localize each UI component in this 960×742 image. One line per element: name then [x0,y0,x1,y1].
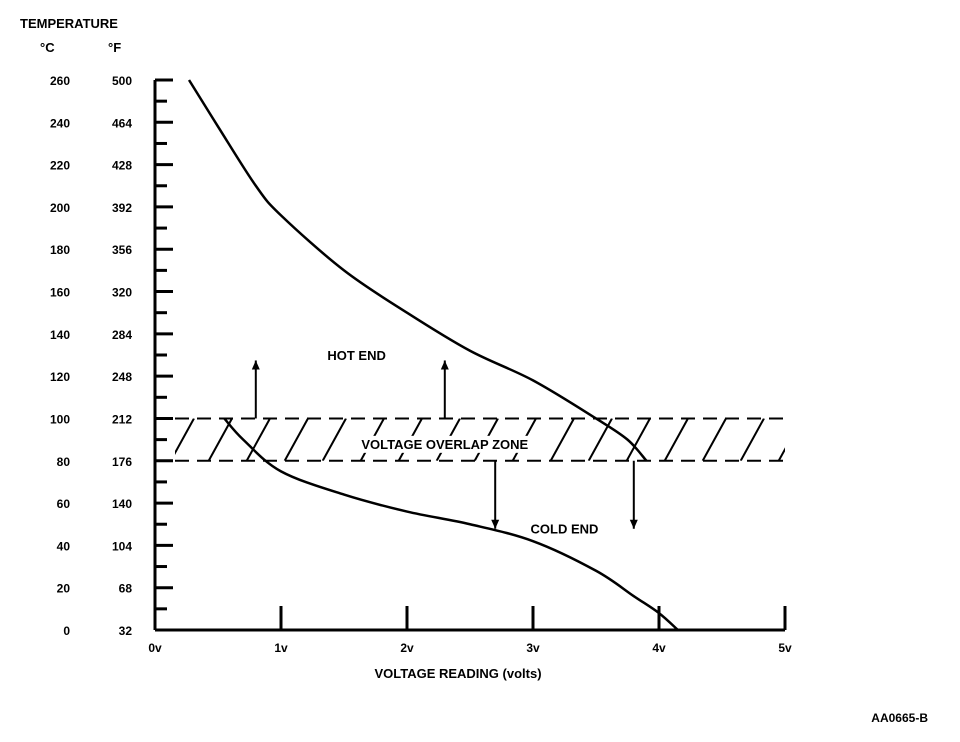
hatch-line [283,418,309,461]
cold-arrow-right-head [629,519,638,529]
annotation-cold-end: COLD END [531,521,599,536]
y-axis-units-celsius: °C [40,40,55,55]
hot-arrow-right-head [440,360,449,370]
y-tick-c-20: 20 [57,582,71,596]
y-tick-c-60: 60 [57,497,71,511]
axes [153,78,787,632]
hatch-line [625,418,651,461]
series-line-hot-end [187,79,648,462]
x-tick-3v: 3v [526,641,540,655]
x-tick-2v: 2v [400,641,414,655]
y-tick-c-160: 160 [50,286,70,300]
y-tick-c-80: 80 [57,455,71,469]
y-tick-f-176: 176 [112,455,132,469]
y-tick-f-500: 500 [112,74,132,88]
y-tick-labels-fahrenheit: 500 464 428 392 356 320 284 248 212 176 140 104 68 32 [112,74,132,638]
annotation-voltage-overlap-zone: VOLTAGE OVERLAP ZONE [361,437,528,452]
y-tick-f-140: 140 [112,497,132,511]
y-tick-f-392: 392 [112,201,132,215]
annotations: HOT END VOLTAGE OVERLAP ZONE COLD END [327,348,598,536]
x-tick-labels: 0v 1v 2v 3v 4v 5v [148,641,792,655]
series-line-cold-end [223,417,679,631]
y-axis-title: TEMPERATURE [20,16,118,31]
hatch-line [207,418,233,461]
x-tick-0v: 0v [148,641,162,655]
y-tick-f-428: 428 [112,159,132,173]
cold-arrow-left-head [491,519,500,529]
x-tick-1v: 1v [274,641,288,655]
hatch-line [175,418,195,456]
series-lines [187,79,679,631]
y-tick-f-464: 464 [112,116,132,130]
annotation-hot-end: HOT END [327,348,386,363]
y-tick-f-356: 356 [112,243,132,257]
y-tick-f-104: 104 [112,539,132,553]
hatch-line [549,418,575,461]
x-tick-4v: 4v [652,641,666,655]
y-tick-f-248: 248 [112,370,132,384]
y-tick-c-100: 100 [50,412,70,426]
y-tick-c-40: 40 [57,539,71,553]
y-tick-c-220: 220 [50,159,70,173]
y-tick-c-240: 240 [50,116,70,130]
hatch-line [133,418,156,460]
y-tick-f-212: 212 [112,412,132,426]
x-tick-5v: 5v [778,641,792,655]
hatch-line [321,418,347,461]
hatch-line [817,418,840,460]
y-tick-c-0: 0 [63,624,70,638]
y-tick-f-68: 68 [119,582,133,596]
figure-id: AA0665-B [871,711,928,725]
zone-label-background [357,435,533,453]
y-axis-units-fahrenheit: °F [108,40,121,55]
hatch-line [777,447,785,461]
y-tick-f-284: 284 [112,328,132,342]
hot-arrow-left-head [251,360,260,370]
y-tick-f-32: 32 [119,624,133,638]
y-tick-c-180: 180 [50,243,70,257]
y-tick-c-140: 140 [50,328,70,342]
y-tick-c-260: 260 [50,74,70,88]
x-axis-title: VOLTAGE READING (volts) [374,666,541,681]
y-tick-c-200: 200 [50,201,70,215]
hatch-line [663,418,689,461]
y-tick-f-320: 320 [112,286,132,300]
hatch-line [739,418,765,461]
y-tick-c-120: 120 [50,370,70,384]
hatch-line [701,418,727,461]
direction-arrows [251,360,638,529]
hatch-line [245,418,271,461]
